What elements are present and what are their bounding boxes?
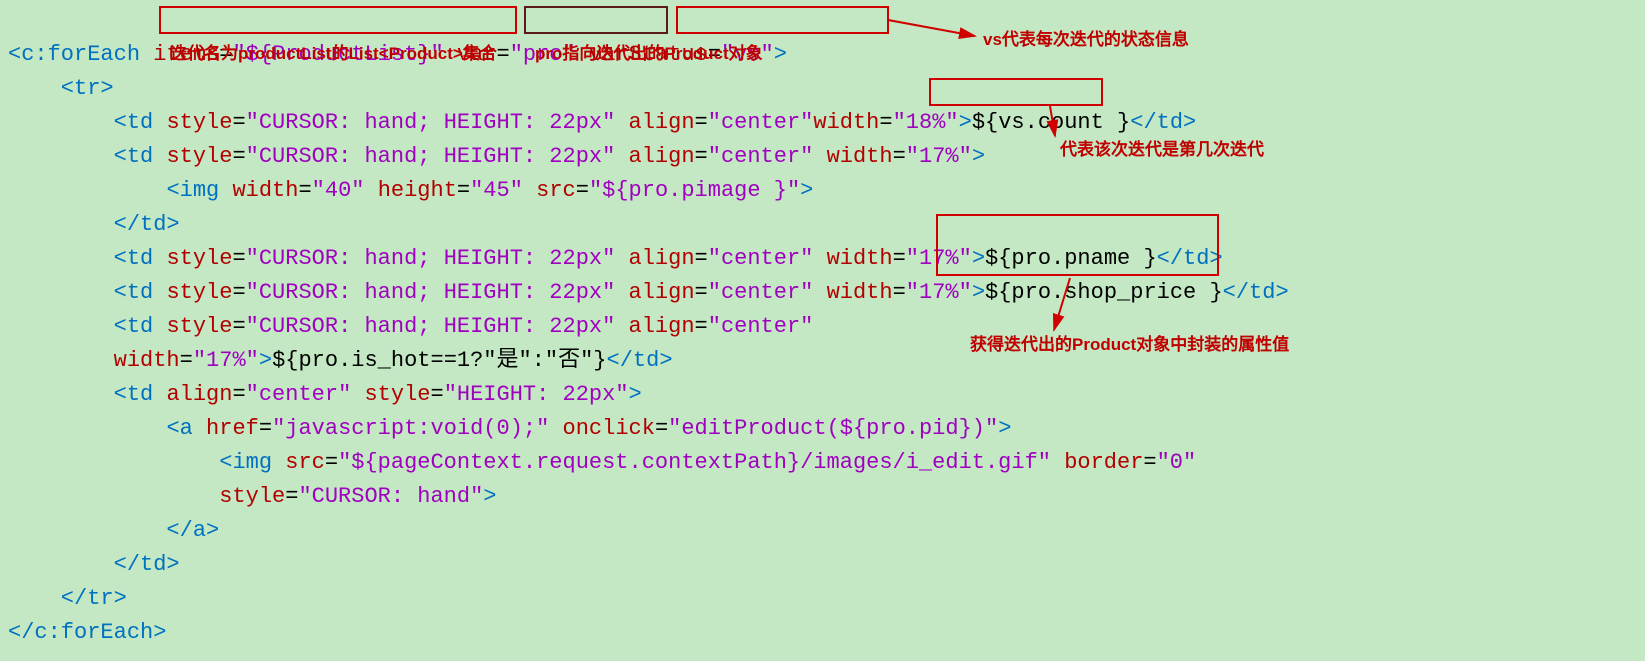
box-count [929, 78, 1103, 106]
token: <c:forEach [8, 42, 140, 67]
box-varstatus [676, 6, 889, 34]
note-props: 获得迭代出的Product对象中封装的属性值 [970, 335, 1289, 355]
box-var [524, 6, 668, 34]
box-items [159, 6, 517, 34]
tr-open: <tr> [8, 76, 114, 101]
box-props [936, 214, 1219, 276]
note-varstatus: vs代表每次迭代的状态信息 [983, 30, 1189, 50]
note-count: 代表该次迭代是第几次迭代 [1060, 140, 1264, 160]
note-items: 迭代名为productList的List<Product>集合 [170, 44, 497, 64]
note-var: pro指向迭代出的Product对象 [535, 44, 763, 64]
